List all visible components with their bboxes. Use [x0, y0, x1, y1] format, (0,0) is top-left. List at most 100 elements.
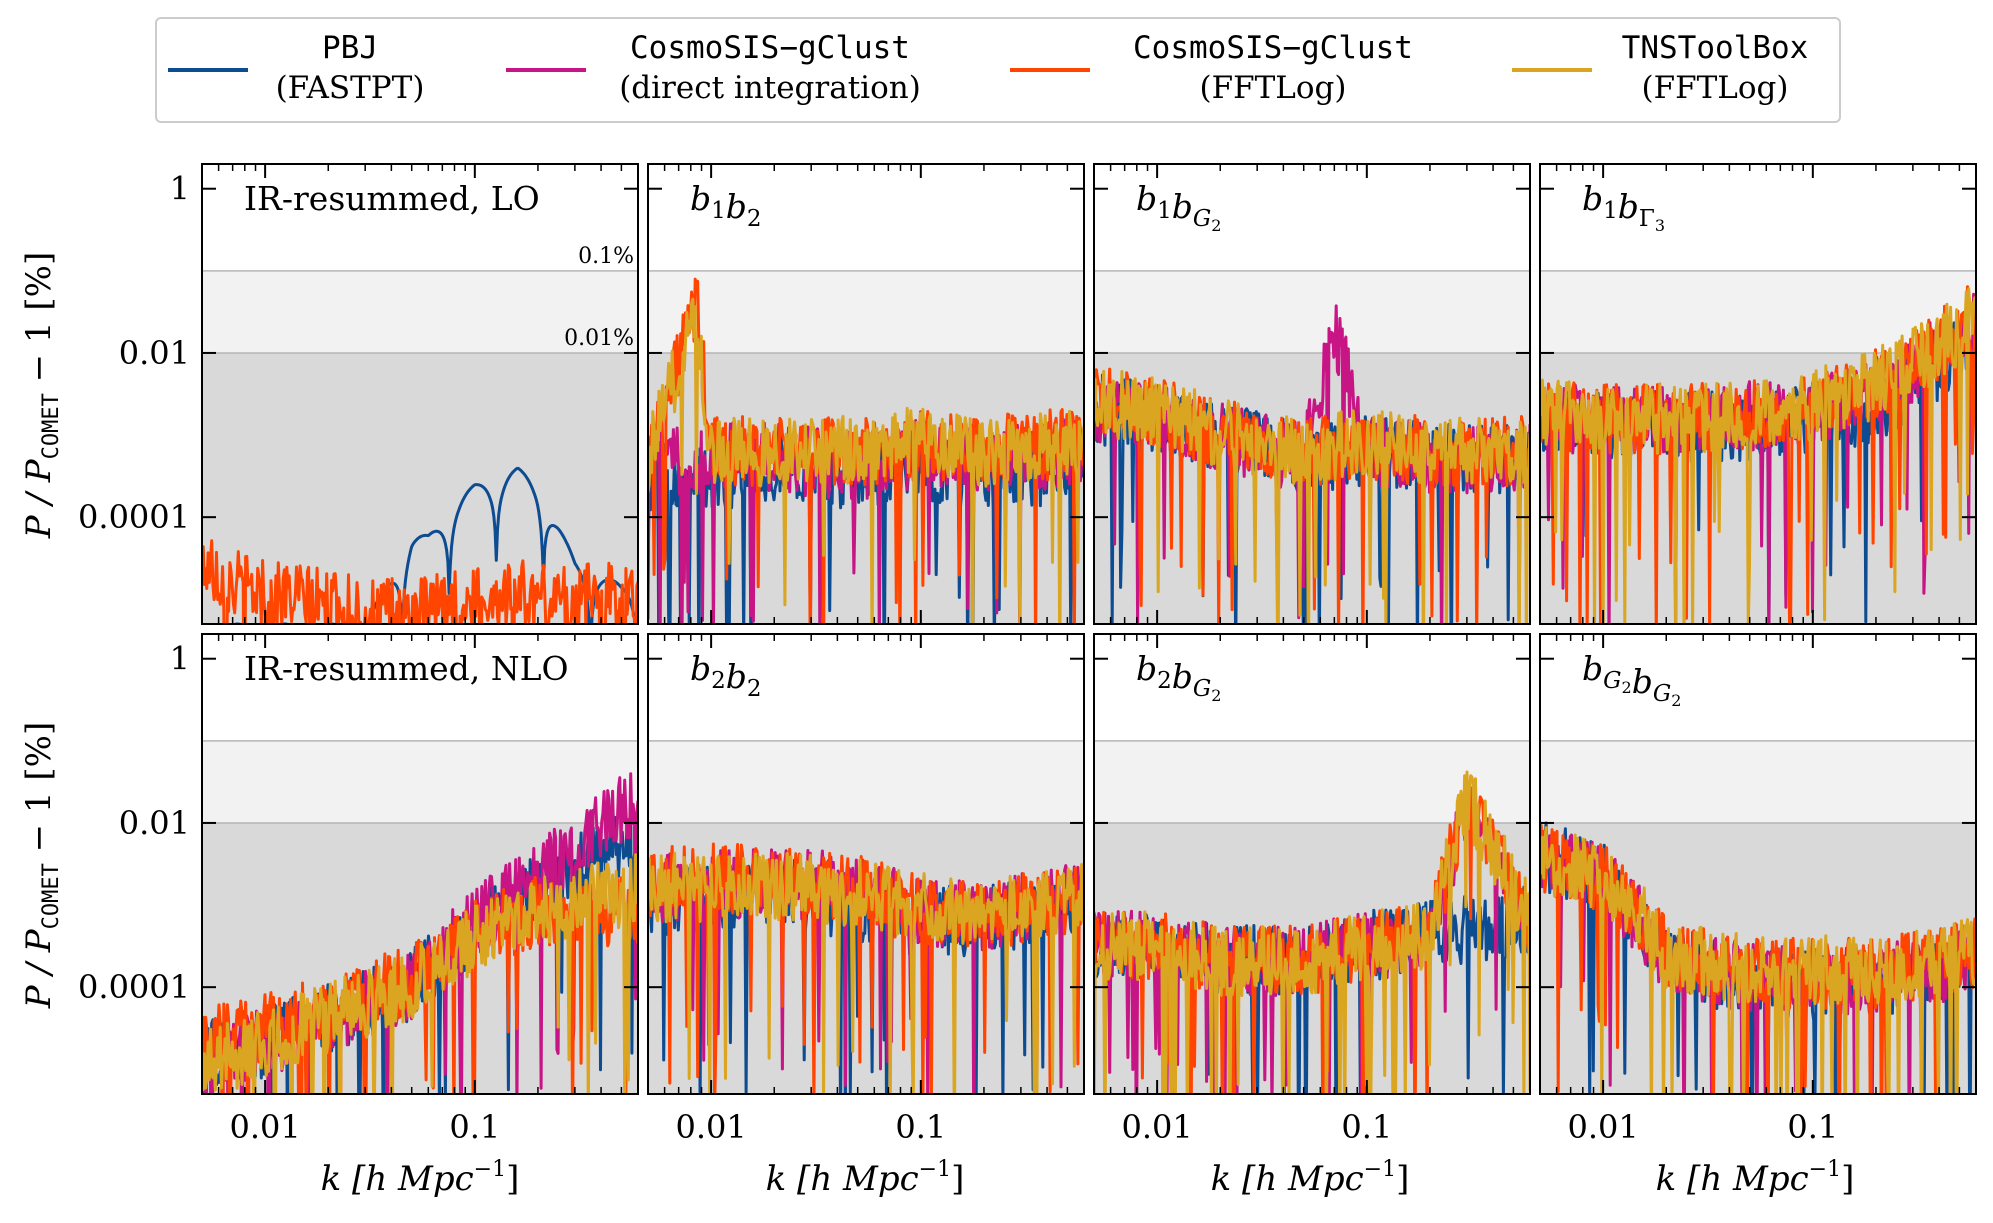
panel-title-subsub: 2	[1211, 686, 1221, 705]
panel-title-sub: 1	[1603, 198, 1618, 224]
panel-title-base: b	[1632, 662, 1653, 701]
panel-plot-area-r2c1	[202, 740, 638, 1094]
series-line-3-r1c3	[1094, 369, 1530, 624]
panel-frame-r1c1	[201, 163, 639, 625]
panel-title-r2c4: bG2bG2	[1582, 649, 1681, 710]
x-tick-label-1-r2c3: 0.1	[1341, 1108, 1392, 1146]
panel-frame-r2c4	[1539, 633, 1977, 1095]
x-axis-label-col3: k [h Mpc−1]	[1211, 1157, 1410, 1199]
panel-title-r1c1: IR-resummed, LO	[244, 179, 540, 218]
x-tick-label-0-r2c4: 0.01	[1568, 1108, 1639, 1146]
panel-title-base: b	[1136, 179, 1157, 218]
legend-label-tnstoolbox-line2: (FFTLog)	[1642, 70, 1789, 106]
legend-frame	[155, 17, 1841, 123]
panel-title-r1c2: b1b2	[690, 179, 762, 232]
panel-title-r1c4: b1bΓ3	[1582, 179, 1665, 235]
y-tick-label-1-r2c1: 0.01	[119, 804, 190, 842]
panel-plot-area-r2c4	[1540, 740, 1976, 1094]
legend-label-pbj-line2: (FASTPT)	[276, 70, 425, 106]
legend-entry-cosmosis-direct: CosmoSIS−gClust (direct integration)	[506, 30, 921, 106]
panel-frame-r1c4	[1539, 163, 1977, 625]
panel-title-subsub: 2	[1622, 678, 1632, 697]
y-tick-label-0-r1c1: 1	[170, 170, 190, 208]
y-axis-label-top-tail: − 1 [%]	[19, 252, 59, 393]
y-axis-label-bottom: P / PCOMET − 1 [%]	[19, 722, 64, 1009]
x-axis-label-col1-tail: ]	[506, 1159, 519, 1199]
legend-label-cosmosis-direct-line2: (direct integration)	[619, 70, 921, 106]
panel-title-sub: 1	[711, 198, 726, 224]
panel-title-sub: 1	[1157, 198, 1172, 224]
panel-frame-r2c2	[647, 633, 1085, 1095]
y-axis-label-top-sub: COMET	[39, 393, 64, 459]
y-tick-label-2-r2c1: 0.0001	[78, 968, 190, 1006]
x-tick-label-0-r2c1: 0.01	[230, 1108, 301, 1146]
band-label-0p01: 0.01%	[564, 326, 634, 351]
panel-title-base: b	[690, 179, 711, 218]
panel-title-r1c3: b1bG2	[1136, 179, 1221, 235]
x-axis-label-col1-sup: −1	[474, 1157, 506, 1182]
series-line-0-r1c1	[231, 466, 637, 624]
legend-label-pbj-line1: PBJ	[322, 30, 378, 66]
x-tick-label-0-r2c3: 0.01	[1122, 1108, 1193, 1146]
panel-title-r2c3: b2bG2	[1136, 649, 1221, 705]
x-axis-label-col3-main: k [h Mpc	[1211, 1159, 1364, 1199]
series-line-1-r1c1	[202, 539, 638, 624]
panel-title-r2c1: IR-resummed, NLO	[244, 649, 569, 688]
x-axis-label-col1-main: k [h Mpc	[321, 1159, 474, 1199]
x-axis-label-col2: k [h Mpc−1]	[766, 1157, 965, 1199]
panel-title-sub: Γ	[1639, 206, 1655, 232]
y-tick-label-0-r2c1: 1	[170, 640, 190, 678]
panel-plot-area-r1c2	[648, 270, 1084, 624]
panel-title-sub: G	[1193, 206, 1211, 232]
panel-title-sub: 2	[1157, 668, 1172, 694]
panel-title-sub: G	[1193, 676, 1211, 702]
y-axis-label-bottom-tail: − 1 [%]	[19, 722, 59, 863]
series-line-3-r2c4	[1540, 826, 1976, 1094]
x-tick-label-1-r2c4: 0.1	[1787, 1108, 1838, 1146]
panel-r2c2: 0.01 0.1 b2b2	[647, 633, 1085, 1146]
y-axis-label-top-main: P / P	[19, 458, 59, 539]
series-line-3-r1c4	[1540, 287, 1976, 624]
x-tick-label-1-r2c2: 0.1	[895, 1108, 946, 1146]
panel-title-sub: 2	[711, 668, 726, 694]
y-tick-label-2-r1c1: 0.0001	[78, 498, 190, 536]
x-axis-label-col4-sup: −1	[1809, 1157, 1841, 1182]
series-line-3-r2c1	[202, 853, 638, 1094]
panel-title-base: b	[1172, 657, 1193, 696]
panel-r1c1: 1 0.01 0.0001 0.1% 0.01% IR-resummed, LO	[78, 163, 639, 625]
x-axis-label-col1: k [h Mpc−1]	[321, 1157, 520, 1199]
legend-entry-pbj: PBJ (FASTPT)	[168, 30, 424, 106]
panel-r1c4: b1bΓ3	[1539, 163, 1977, 625]
x-tick-label-0-r2c2: 0.01	[676, 1108, 747, 1146]
panel-frame-r2c1	[201, 633, 639, 1095]
x-axis-label-col4-tail: ]	[1841, 1159, 1854, 1199]
panel-title-sub: G	[1653, 681, 1671, 707]
panel-title-base: b	[1582, 179, 1603, 218]
x-axis-label-col2-tail: ]	[951, 1159, 964, 1199]
legend-label-cosmosis-direct-line1: CosmoSIS−gClust	[630, 30, 910, 66]
series-line-3-r1c2	[648, 297, 1084, 624]
panel-r1c3: b1bG2	[1093, 163, 1531, 625]
x-axis-label-col4-main: k [h Mpc	[1656, 1159, 1809, 1199]
legend-label-cosmosis-fftlog-line1: CosmoSIS−gClust	[1133, 30, 1413, 66]
series-line-3-r2c2	[648, 851, 1084, 1094]
panel-plot-area-r1c4	[1540, 270, 1976, 624]
panel-r1c2: b1b2	[647, 163, 1085, 625]
x-axis-label-col2-main: k [h Mpc	[766, 1159, 919, 1199]
y-axis-label-top: P / PCOMET − 1 [%]	[19, 252, 64, 539]
panel-title-r2c2: b2b2	[690, 649, 762, 702]
panel-title-subsub: 2	[1671, 691, 1681, 710]
panel-title-sub: G	[1603, 668, 1621, 694]
panel-plot-area-r1c3	[1094, 270, 1530, 624]
panel-plot-area-r2c2	[648, 740, 1084, 1094]
legend: PBJ (FASTPT) CosmoSIS−gClust (direct int…	[155, 17, 1841, 123]
panel-title-base: b	[1582, 649, 1603, 688]
panel-title-sub: 2	[747, 206, 762, 232]
panel-title-base: b	[1136, 649, 1157, 688]
panel-title-subsub: 3	[1655, 216, 1665, 235]
panel-title-base: b	[726, 657, 747, 696]
